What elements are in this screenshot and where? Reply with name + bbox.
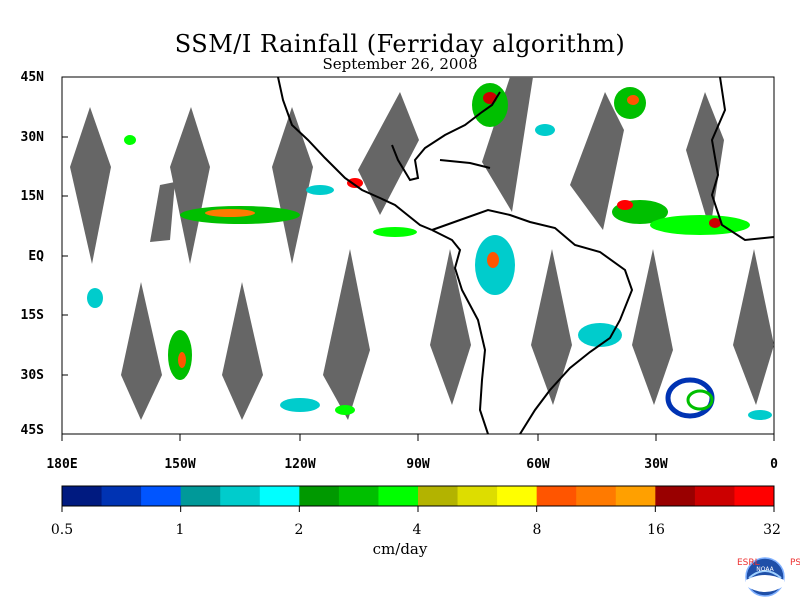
colorbar-units: cm/day <box>372 540 428 558</box>
lon-label-30w: 30W <box>644 457 668 472</box>
colorbar-swatch <box>259 486 300 506</box>
colorbar-label-32: 32 <box>763 522 781 538</box>
lat-label-30s: 30S <box>20 368 44 383</box>
missing-data-swaths <box>70 77 774 420</box>
colorbar-swatch <box>694 486 735 506</box>
logo-psd-letters: PSD <box>790 558 800 568</box>
colorbar-swatch <box>299 486 340 506</box>
colorbar-swatch <box>734 486 775 506</box>
colorbar-swatch <box>615 486 656 506</box>
lon-label-0: 0 <box>770 457 778 472</box>
lon-label-120w: 120W <box>284 457 316 472</box>
logo-esrl-letters: ESRL <box>737 558 760 568</box>
coastlines <box>277 77 774 434</box>
colorbar-swatch <box>655 486 696 506</box>
colorbar-label-16: 16 <box>647 522 665 538</box>
colorbar-swatch <box>338 486 379 506</box>
lat-label-eq: EQ <box>28 249 44 264</box>
colorbar-swatch <box>220 486 261 506</box>
colorbar-swatch <box>378 486 419 506</box>
colorbar-swatch <box>497 486 538 506</box>
colorbar-swatch <box>101 486 142 506</box>
rain-patches <box>87 83 772 420</box>
chart-title: SSM/I Rainfall (Ferriday algorithm) <box>174 30 626 58</box>
lon-label-150w: 150W <box>164 457 196 472</box>
colorbar-swatch <box>576 486 617 506</box>
lat-label-45s: 45S <box>20 423 44 438</box>
colorbar-swatch <box>62 486 103 506</box>
colorbar-label-8: 8 <box>532 522 542 538</box>
colorbar-label-1: 1 <box>175 522 185 538</box>
chart-subtitle: September 26, 2008 <box>322 55 478 73</box>
colorbar-label-0-5: 0.5 <box>50 522 74 538</box>
colorbar-swatch <box>180 486 221 506</box>
lat-label-15s: 15S <box>20 308 44 323</box>
colorbar-swatch <box>141 486 182 506</box>
lat-label-15n: 15N <box>20 189 44 204</box>
lon-label-90w: 90W <box>406 457 430 472</box>
lon-label-60w: 60W <box>526 457 550 472</box>
colorbar <box>61 485 775 512</box>
lat-label-30n: 30N <box>20 130 44 145</box>
colorbar-swatch <box>418 486 459 506</box>
colorbar-swatch <box>536 486 577 506</box>
colorbar-label-4: 4 <box>412 522 422 538</box>
axis-ticks <box>61 136 775 441</box>
noaa-logo-icon: NOAA <box>745 557 785 597</box>
logo-center-text: NOAA <box>756 566 774 573</box>
colorbar-swatch <box>457 486 498 506</box>
colorbar-label-2: 2 <box>294 522 304 538</box>
map-frame <box>61 76 775 435</box>
lat-label-45n: 45N <box>20 70 44 85</box>
lon-label-180e: 180E <box>46 457 78 472</box>
